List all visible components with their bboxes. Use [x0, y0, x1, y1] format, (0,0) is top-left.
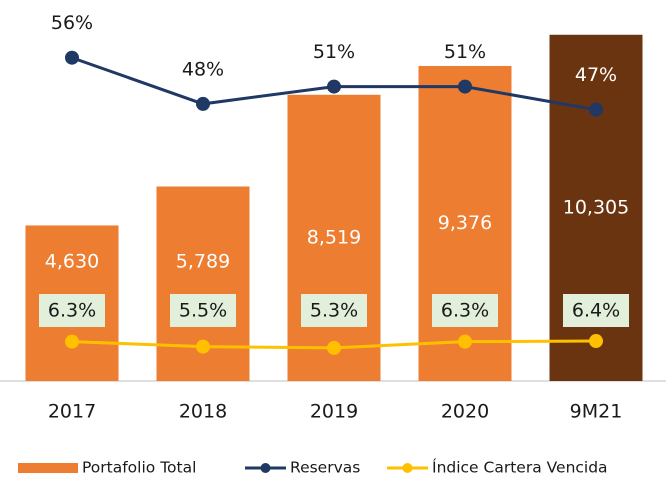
line-value-label: 6.3%: [48, 300, 96, 322]
x-tick-label: 2017: [48, 401, 96, 423]
line-value-label: 51%: [313, 41, 355, 63]
line-marker: [327, 79, 341, 94]
legend-label: Índice Cartera Vencida: [432, 458, 608, 477]
legend-label: Reservas: [290, 459, 360, 477]
label-box: [301, 294, 367, 327]
label-box: [39, 294, 105, 327]
bar-value-label: 8,519: [307, 226, 361, 248]
line-value-label: 5.3%: [310, 300, 358, 322]
line-value-label: 56%: [51, 12, 93, 34]
line-marker: [65, 50, 79, 65]
label-box: [170, 294, 236, 327]
line-marker: [65, 334, 79, 349]
line-marker: [589, 334, 603, 349]
line-marker: [196, 96, 210, 111]
line-value-label: 6.3%: [441, 300, 489, 322]
bar-value-label: 9,376: [438, 212, 492, 234]
label-box: [563, 294, 629, 327]
bar-value-label: 10,305: [563, 196, 629, 218]
legend-swatch-marker: [402, 463, 413, 473]
line-marker: [327, 340, 341, 355]
x-tick-label: 2019: [310, 401, 358, 423]
x-tick-label: 2018: [179, 401, 227, 423]
line-value-label: 48%: [182, 58, 224, 80]
label-box: [432, 294, 498, 327]
line-value-label: 6.4%: [572, 300, 620, 322]
bar-value-label: 4,630: [45, 251, 99, 273]
bar: [418, 65, 512, 382]
line-value-label: 5.5%: [179, 300, 227, 322]
line-marker: [458, 79, 472, 94]
legend-swatch-marker: [260, 463, 271, 473]
legend-swatch: [18, 463, 78, 473]
legend-label: Portafolio Total: [82, 459, 196, 477]
x-tick-label: 9M21: [570, 401, 623, 423]
line-value-label: 47%: [575, 64, 617, 86]
line-value-label: 51%: [444, 41, 486, 63]
bar-value-label: 5,789: [176, 251, 230, 273]
x-tick-label: 2020: [441, 401, 489, 423]
line-marker: [458, 334, 472, 349]
bar: [287, 94, 381, 381]
line-marker: [196, 339, 210, 354]
line-marker: [589, 102, 603, 117]
